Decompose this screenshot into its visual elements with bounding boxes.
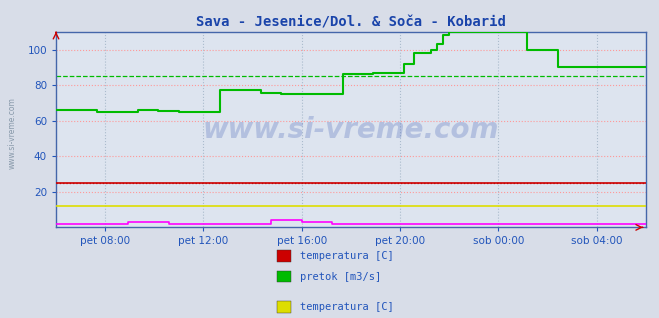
- Title: Sava - Jesenice/Dol. & Soča - Kobarid: Sava - Jesenice/Dol. & Soča - Kobarid: [196, 15, 506, 29]
- Text: temperatura [C]: temperatura [C]: [300, 251, 393, 261]
- Text: temperatura [C]: temperatura [C]: [300, 302, 393, 312]
- Text: pretok [m3/s]: pretok [m3/s]: [300, 272, 381, 282]
- Text: www.si-vreme.com: www.si-vreme.com: [8, 98, 17, 169]
- Text: www.si-vreme.com: www.si-vreme.com: [203, 115, 499, 144]
